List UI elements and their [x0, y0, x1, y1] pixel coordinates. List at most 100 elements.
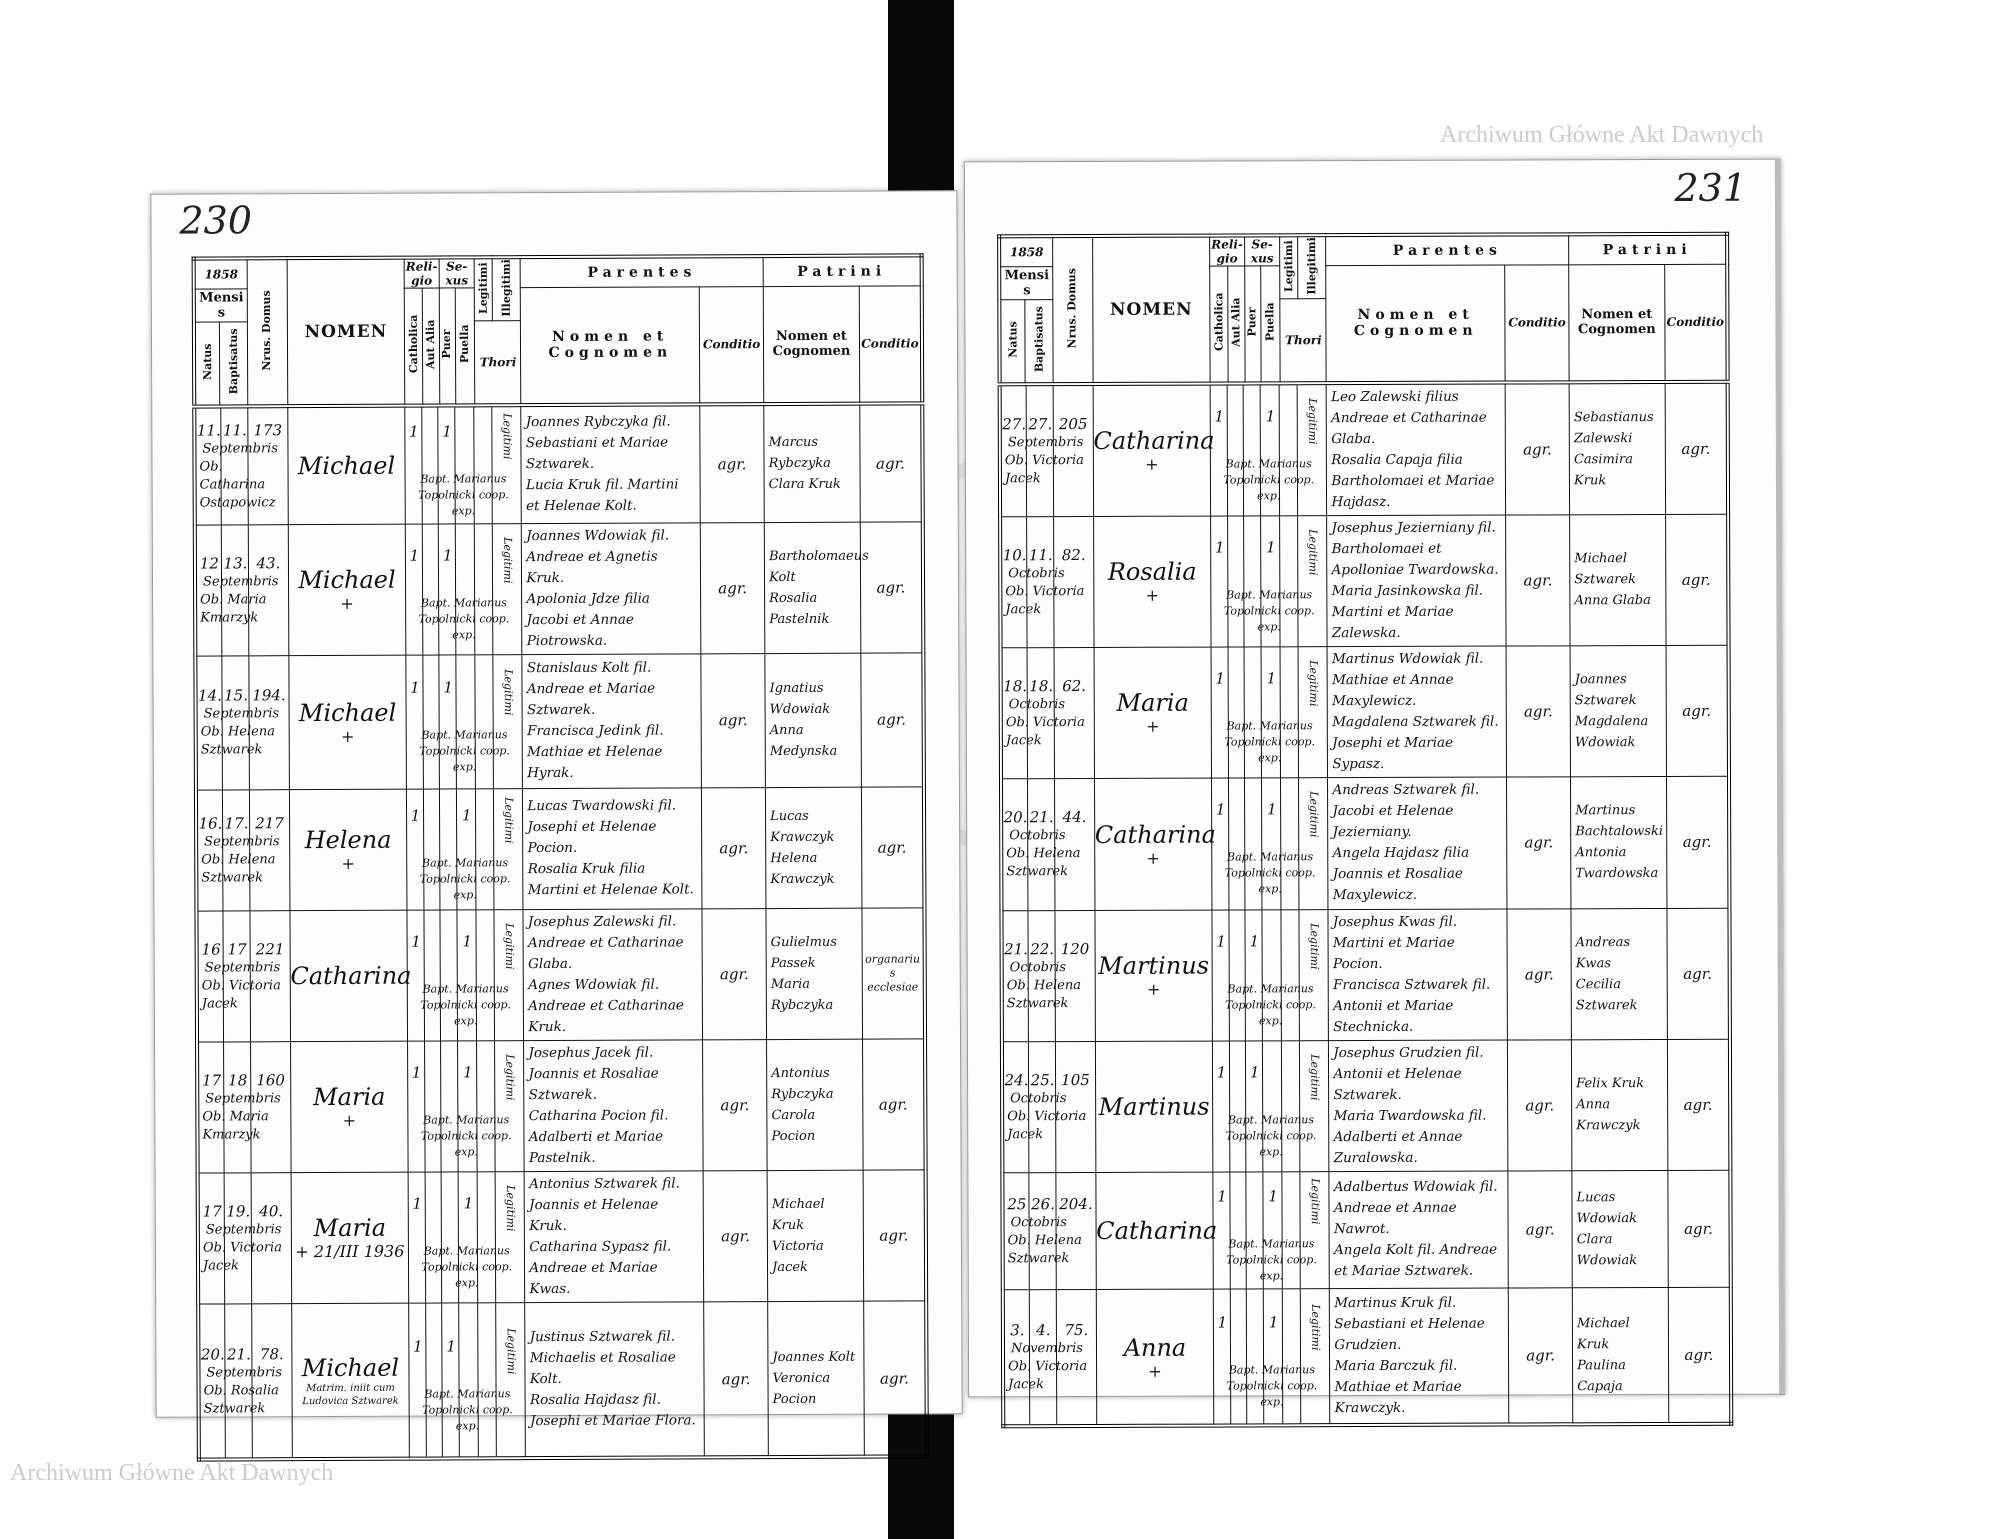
- legitimi-mark: Legitimi: [1307, 791, 1321, 838]
- baptizans: Bapt. Marianus Topolnicki coop. exp.: [1223, 457, 1315, 503]
- obstetrix: Ob. Victoria Jacek: [1005, 714, 1085, 749]
- parentes-conditio-cell: agr.: [1508, 1170, 1573, 1288]
- patrini-cell: Joannes Kolt Veronica Pocion: [767, 1301, 865, 1458]
- religio-header-label: Reli-gio: [405, 259, 438, 288]
- child-name: Michael: [297, 451, 396, 481]
- child-name: Maria: [313, 1214, 387, 1243]
- patrini-conditio-cell: agr.: [863, 1300, 927, 1458]
- status-cell: 1 1 Legitimi Bapt. Marianus Topolnicki coop…: [1210, 515, 1328, 648]
- pater: Josephus Jacek fil. Joannis et Rosaliae …: [528, 1044, 659, 1104]
- patrini-conditio: agr.: [1681, 439, 1711, 458]
- mater: Catharina Pocion fil. Adalberti et Maria…: [528, 1107, 669, 1167]
- pater: Justinus Sztwarek fil. Michaelis et Rosa…: [529, 1328, 676, 1388]
- patrinus: Michael Sztwarek: [1574, 551, 1637, 588]
- matrina: Anna Glaba: [1574, 593, 1651, 609]
- register-entry-row: 18. 18. 62. Octobris Ob. Victoria Jacek Maria…: [1000, 645, 1729, 779]
- puer-header-label: Puer: [440, 329, 454, 359]
- matrina: Rosalia Pastelnik: [769, 590, 830, 628]
- obstetrix: Ob. Victoria Jacek: [202, 1240, 282, 1274]
- catholica-mark: 1: [412, 1194, 423, 1213]
- puer-mark: 1: [442, 546, 453, 565]
- register-entry-row: 24. 25. 105 Octobris Ob. Victoria Jacek Marti…: [1001, 1039, 1731, 1173]
- legitimi-mark: Legitimi: [504, 1327, 518, 1375]
- patrini-conditio-cell: agr.: [860, 521, 924, 654]
- aut-alia-empty: [1228, 658, 1245, 668]
- parentes-conditio: agr.: [721, 1227, 750, 1246]
- catholica-mark: 1: [409, 546, 420, 565]
- watermark: Archiwum Główne Akt Dawnych: [10, 1460, 334, 1486]
- aut-alia-empty: [1229, 921, 1246, 931]
- puer-header: Puer: [438, 287, 457, 406]
- aut-alia-header: Aut Alia: [422, 288, 440, 406]
- patrini-conditio-header-label: Conditio: [1666, 315, 1725, 330]
- child-name: Catharina: [1094, 820, 1216, 849]
- patrini-cell: Michael Kruk Paulina Capaja: [1572, 1287, 1669, 1425]
- parentes-conditio: agr.: [1523, 571, 1553, 590]
- puella-mark: 1: [1267, 800, 1277, 819]
- obstetrix: Ob. Helena Sztwarek: [200, 724, 275, 759]
- patrini-conditio-cell: agr.: [1664, 381, 1729, 515]
- parentes-header: Parentes: [520, 256, 764, 288]
- catholica-mark: 1: [411, 932, 421, 951]
- baptisatus-day: 4.: [1036, 1321, 1051, 1340]
- baptisatus-header-label: Baptisatus: [1031, 306, 1046, 373]
- patrini-conditio-cell: agr.: [859, 403, 923, 523]
- matrina: Antonia Twardowska: [1575, 845, 1659, 882]
- death-note: +: [340, 594, 354, 614]
- patrini-cell: Marcus Rybczyka Clara Kruk: [763, 403, 861, 523]
- legitimi-empty: [476, 795, 494, 805]
- child-name: Maria: [312, 1083, 386, 1112]
- domus-number: 78.: [259, 1344, 284, 1364]
- child-name: Helena: [304, 826, 392, 855]
- puer-empty: [440, 795, 457, 805]
- puer-empty: [1245, 658, 1262, 668]
- catholica-mark: 1: [1216, 1063, 1227, 1082]
- status-cell: 1 1 Legitimi Bapt. Marianus Topolnicki coop…: [407, 1040, 525, 1173]
- parentes-conditio: agr.: [718, 711, 748, 730]
- death-note: Matrim. iniit cum Ludovica Sztwarek: [302, 1382, 399, 1407]
- pater: Joannes Wdowiak fil. Andreae et Agnetis …: [526, 527, 670, 587]
- patrini-cell: Lucas Krawczyk Helena Krawczyk: [765, 787, 862, 909]
- baptizans: Bapt. Marianus Topolnicki coop. exp.: [1225, 1113, 1317, 1159]
- mensis: Septembris: [1007, 434, 1084, 451]
- mensis: Septembris: [204, 960, 281, 976]
- nomen-cell: Michael +: [287, 524, 407, 656]
- legitimi-empty: [477, 921, 495, 931]
- puella-header-label: Puella: [1263, 302, 1277, 342]
- parentes-cell: Joannes Rybczyka fil. Sebastiani et Mari…: [521, 404, 701, 524]
- status-cell: 1 1 Legitimi Bapt. Marianus Topolnicki coop…: [1213, 1171, 1330, 1290]
- mater: Agnes Wdowiak fil. Andreae et Catharinae…: [528, 976, 684, 1036]
- register-entry-row: 14. 15. 194. Septembris Ob. Helena Sztwarek M…: [195, 652, 924, 791]
- baptizans: Bapt. Marianus Topolnicki coop. exp.: [422, 1386, 513, 1433]
- baptisatus-day: 27.: [1028, 415, 1053, 434]
- patrini-conditio-cell: agr.: [1666, 776, 1730, 909]
- parentes-cell: Josephus Zalewski fil. Andreae et Cathar…: [523, 908, 703, 1041]
- aut-alia-empty: [423, 535, 440, 545]
- patrini-cell: Michael Sztwarek Anna Glaba: [1569, 514, 1666, 646]
- matrina: Cecilia Sztwarek: [1575, 977, 1638, 1014]
- baptisatus-day: 17: [227, 940, 247, 959]
- status-cell: 1 1 Legitimi Bapt. Marianus Topolnicki coop…: [1211, 646, 1328, 779]
- pater: Antonius Sztwarek fil. Joannis et Helena…: [529, 1175, 680, 1235]
- patrini-conditio-header: Conditio: [859, 285, 923, 404]
- puer-empty: [1246, 790, 1263, 800]
- register-entry-row: 16. 17. 217 Septembris Ob. Helena Sztwarek He…: [195, 786, 925, 912]
- parentes-conditio-cell: agr.: [1507, 908, 1572, 1040]
- catholica-header-label: Catholica: [406, 314, 420, 374]
- legitimi-empty: [1281, 790, 1299, 800]
- baptisatus-day: 18: [228, 1071, 248, 1090]
- parentes-conditio: agr.: [720, 1096, 750, 1115]
- nomen-header: NOMEN: [286, 257, 405, 407]
- patrinus: Felix Kruk: [1576, 1076, 1645, 1092]
- parentes-cell: Justinus Sztwarek fil. Michaelis et Rosa…: [525, 1301, 705, 1459]
- puella-header: Puella: [455, 287, 476, 406]
- natus-day: 11.: [196, 421, 221, 440]
- patrinus: Joannes Kolt: [772, 1349, 856, 1366]
- child-name: Michael: [298, 698, 397, 728]
- natus-day: 16.: [198, 814, 223, 833]
- left-page: 230 1858 Nrus. Domus NOMEN Reli-gio Se-xus Le…: [150, 190, 963, 1463]
- legitimi-mark: Legitimi: [1306, 660, 1321, 707]
- mensis-header: Mensis: [999, 266, 1053, 301]
- register-entry-row: 20. 21. 78. Septembris Ob. Rosalia Sztwarek M…: [198, 1300, 927, 1461]
- parentes-conditio: agr.: [1526, 1346, 1556, 1365]
